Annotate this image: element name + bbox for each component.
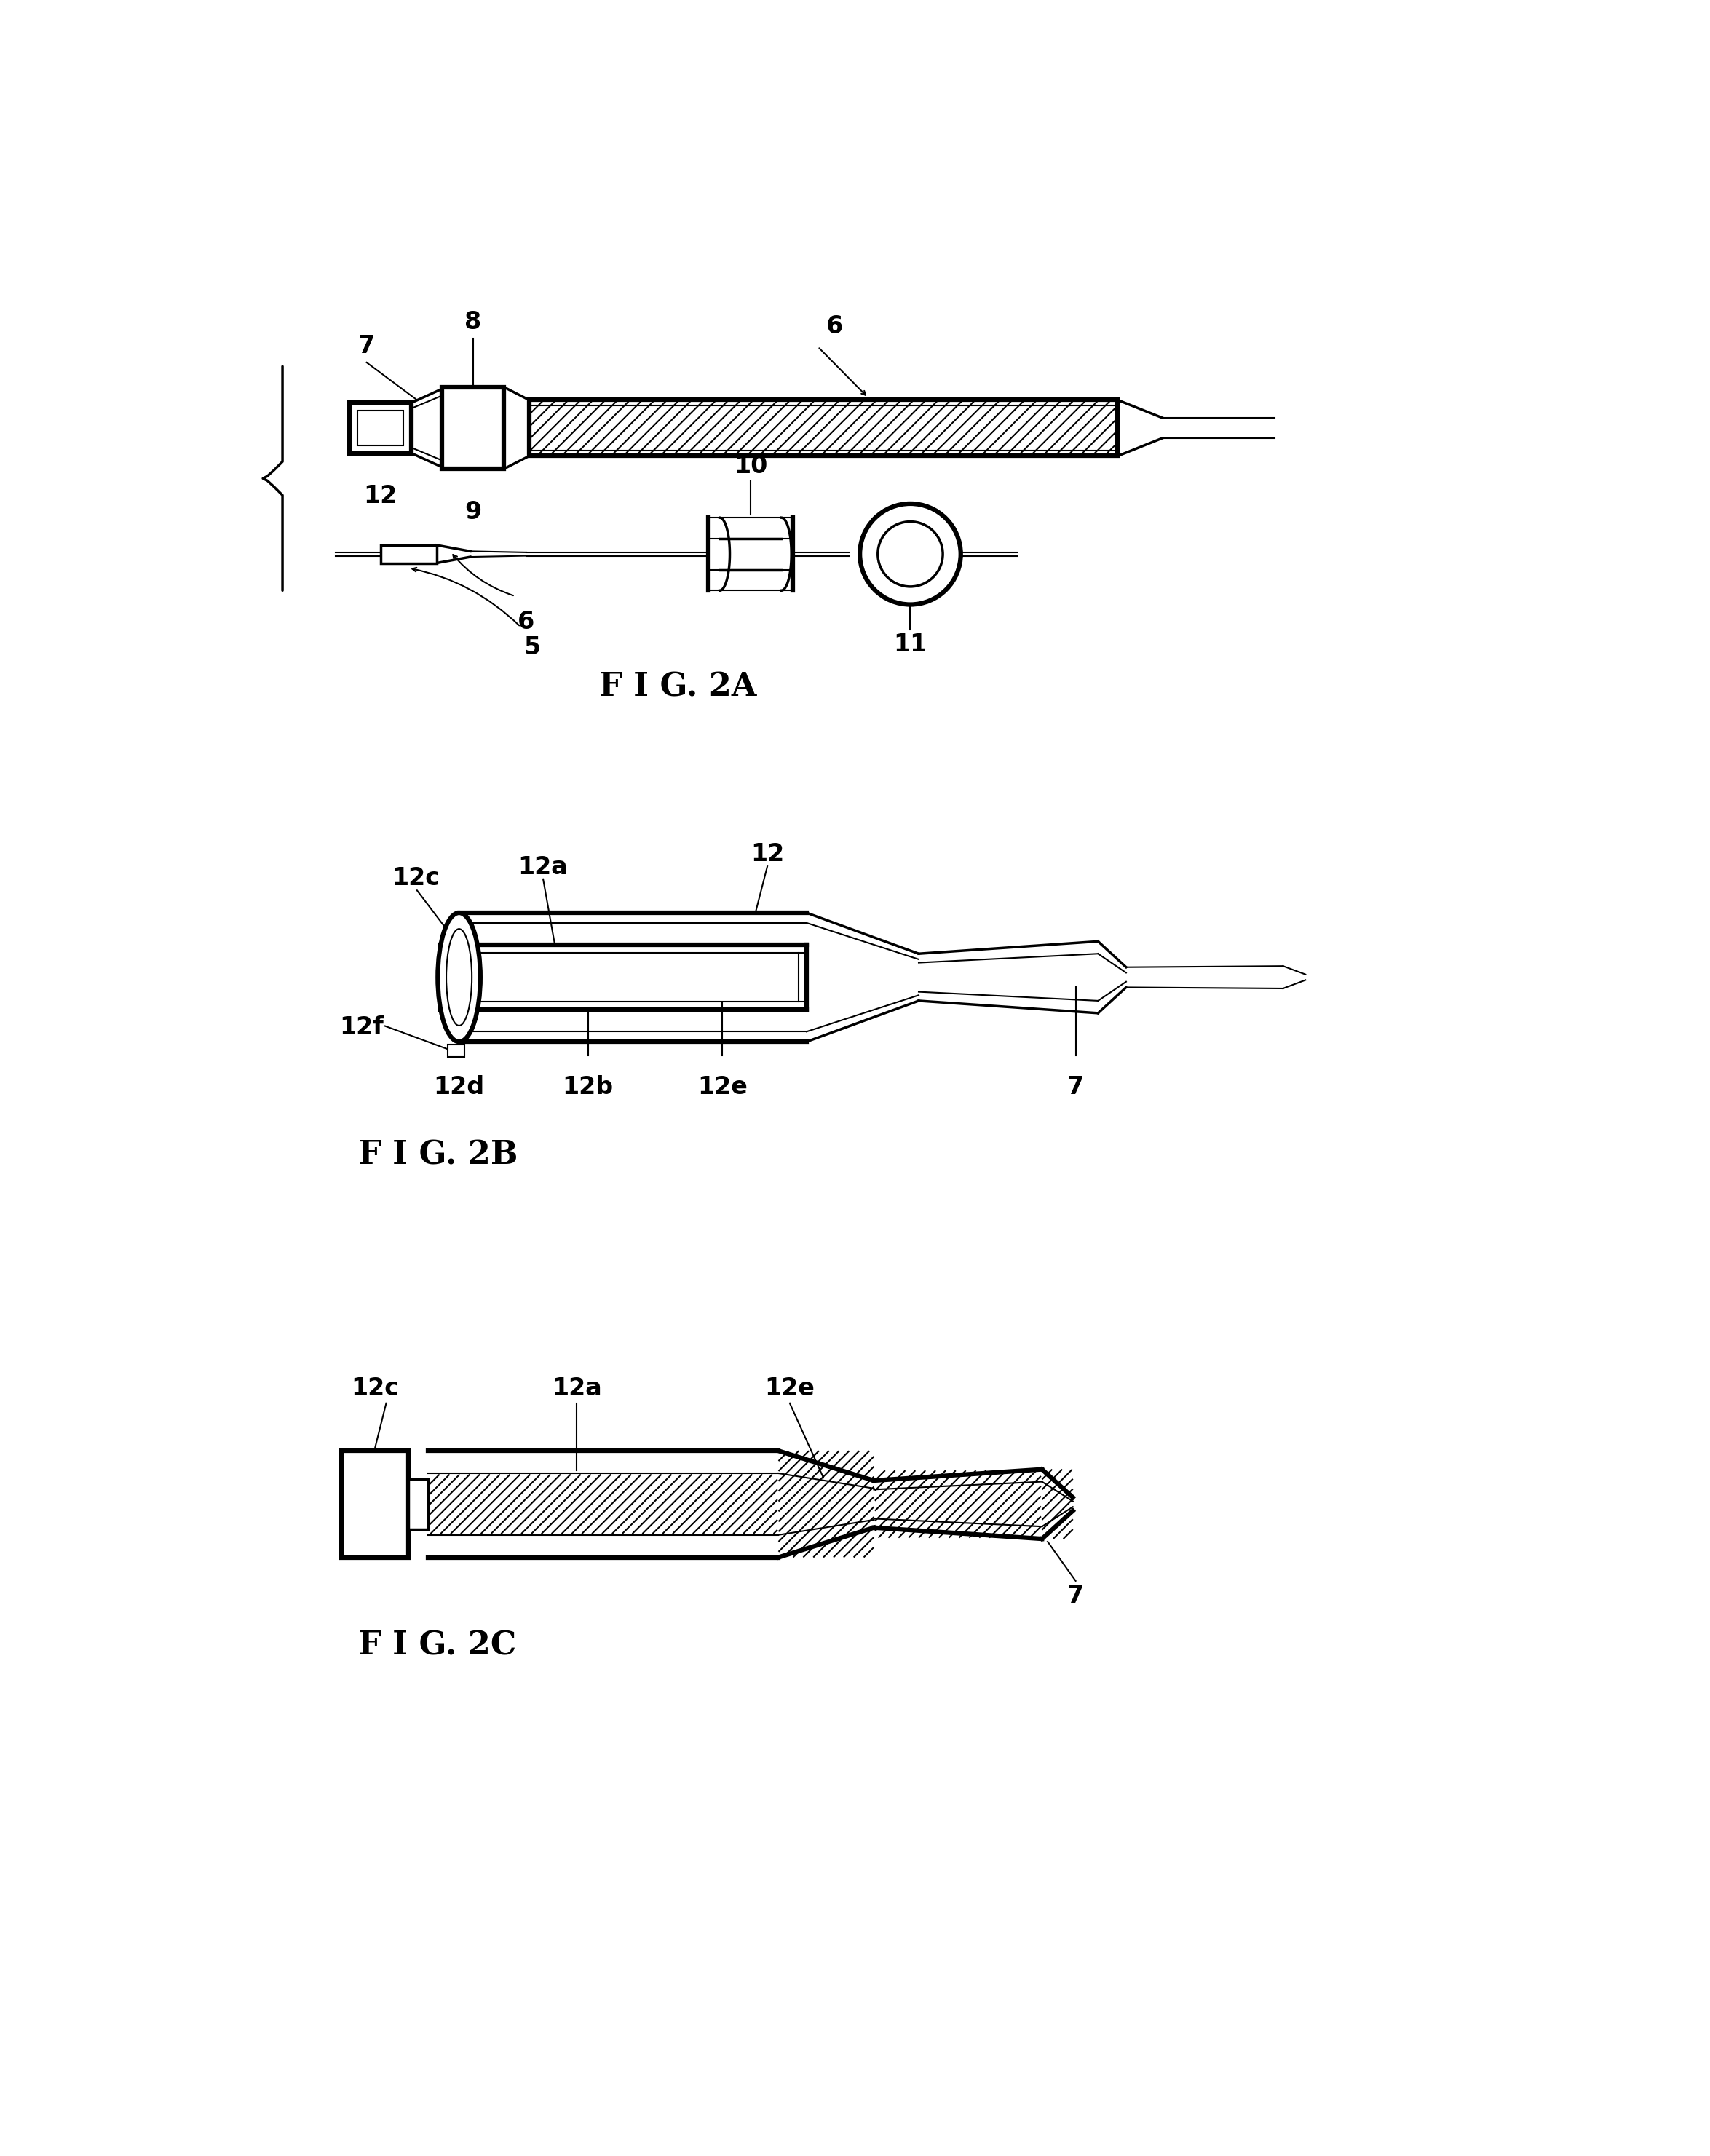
Text: 6: 6 — [826, 315, 843, 338]
Text: 12d: 12d — [434, 1076, 484, 1100]
Bar — [448, 1044, 465, 1056]
Ellipse shape — [438, 912, 481, 1041]
Text: 12b: 12b — [563, 1076, 614, 1100]
Bar — [528, 401, 1118, 457]
Text: 7: 7 — [1067, 1585, 1084, 1608]
Text: 7: 7 — [357, 334, 374, 358]
Text: 11: 11 — [893, 632, 927, 658]
Text: 7: 7 — [1067, 1076, 1084, 1100]
Text: 5: 5 — [523, 636, 540, 660]
Text: 9: 9 — [465, 500, 482, 524]
Text: 10: 10 — [734, 455, 768, 479]
Text: F I G. 2C: F I G. 2C — [357, 1630, 516, 1662]
Circle shape — [860, 505, 961, 604]
Bar — [342, 1451, 409, 1557]
Text: 12a: 12a — [518, 856, 568, 880]
Circle shape — [877, 522, 942, 586]
Bar — [351, 403, 412, 453]
Text: 12: 12 — [364, 485, 397, 509]
Ellipse shape — [446, 929, 472, 1026]
Bar — [409, 1479, 428, 1529]
Text: 12c: 12c — [351, 1376, 398, 1401]
Text: 12e: 12e — [764, 1376, 816, 1401]
Text: 12f: 12f — [339, 1015, 383, 1039]
Text: F I G. 2B: F I G. 2B — [357, 1141, 518, 1171]
Text: 12a: 12a — [552, 1376, 602, 1401]
Bar — [381, 545, 436, 563]
Text: 12: 12 — [751, 843, 785, 867]
Text: 6: 6 — [518, 610, 535, 634]
Text: 12e: 12e — [698, 1076, 747, 1100]
Text: 12c: 12c — [392, 867, 439, 890]
Bar — [357, 410, 404, 446]
Bar — [443, 388, 504, 468]
Text: 8: 8 — [465, 310, 482, 334]
Text: F I G. 2A: F I G. 2A — [598, 673, 756, 703]
